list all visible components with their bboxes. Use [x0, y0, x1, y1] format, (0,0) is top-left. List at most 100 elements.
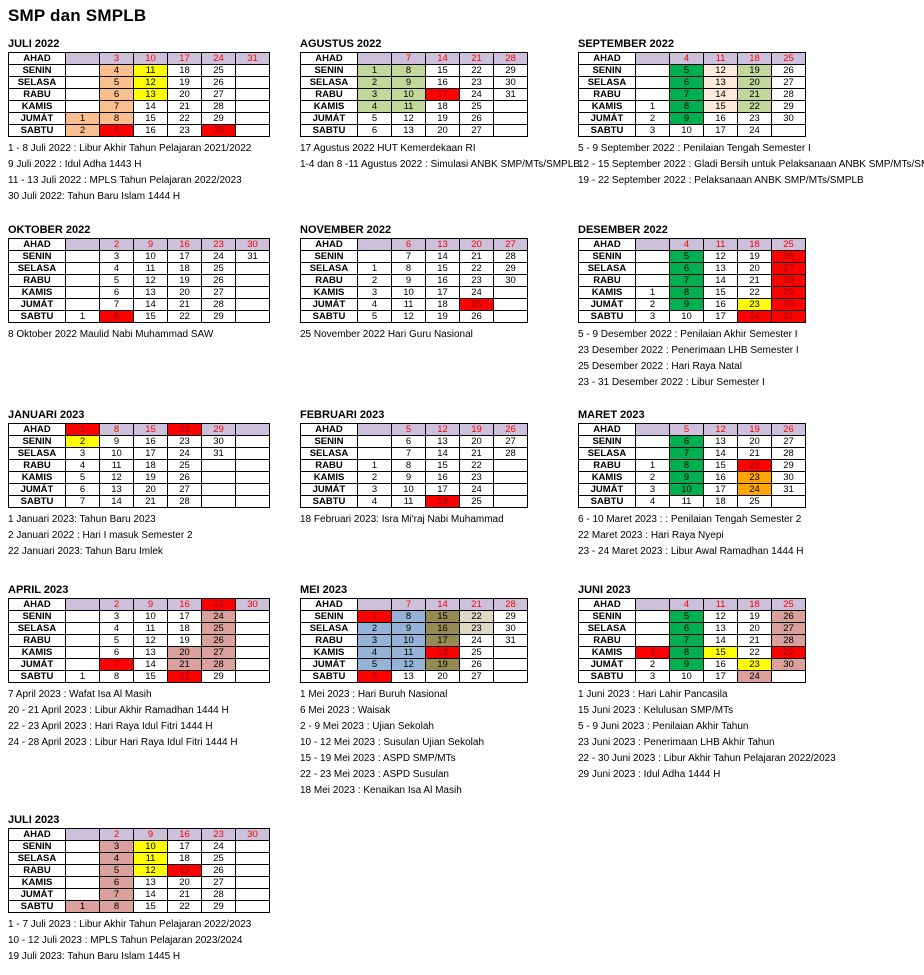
empty-date-cell [357, 52, 392, 65]
date-cell: 25 [737, 495, 772, 508]
weekday-label: SENIN [578, 64, 636, 77]
date-cell: 27 [493, 435, 528, 448]
month-calendar-table: AHAD 4 11 18 25 SENIN 5 12 19 26 SELASA 6 13 20 27 RABU… [578, 238, 806, 323]
date-cell: 29 [201, 900, 236, 913]
date-cell: 1 [357, 610, 392, 623]
date-cell: 19 [167, 864, 202, 877]
weekday-label: SELASA [578, 262, 636, 275]
date-cell: 5 [669, 64, 704, 77]
weekday-label: AHAD [8, 423, 66, 436]
date-cell: 27 [771, 435, 806, 448]
empty-date-cell [635, 64, 670, 77]
date-cell: 8 [391, 64, 426, 77]
date-cell: 7 [65, 495, 100, 508]
date-cell: 29 [493, 610, 528, 623]
date-cell: 24 [459, 483, 494, 496]
date-cell: 7 [669, 634, 704, 647]
weekday-row-jumát: JUMÁT 1 8 15 22 29 [8, 112, 270, 125]
date-cell: 7 [669, 447, 704, 460]
date-cell: 3 [99, 840, 134, 853]
date-cell: 10 [133, 52, 168, 65]
empty-date-cell [493, 658, 528, 671]
date-cell: 20 [737, 76, 772, 89]
month-agustus-2022: AGUSTUS 2022 AHAD 7 14 21 28 SENIN 1 8 15 22 29 SELA… [300, 38, 580, 173]
weekday-row-sabtu: SABTU 7 14 21 28 [8, 495, 270, 508]
date-cell: 12 [703, 610, 738, 623]
month-notes: 5 - 9 September 2022 : Penilaian Tengah … [578, 141, 924, 189]
weekday-row-jumát: JUMÁT 2 9 16 23 30 [578, 112, 806, 125]
date-cell: 26 [493, 423, 528, 436]
empty-date-cell [493, 112, 528, 125]
weekday-row-sabtu: SABTU 1 8 15 22 29 [8, 670, 270, 683]
date-cell: 8 [99, 423, 134, 436]
date-cell: 23 [737, 112, 772, 125]
weekday-label: RABU [8, 634, 66, 647]
note-line: 22 Maret 2023 : Hari Raya Nyepi [578, 530, 724, 541]
month-calendar-table: AHAD 5 12 19 26 SENIN 6 13 20 27 SELASA 7 14 21 28 RABU… [300, 423, 528, 508]
empty-date-cell [635, 238, 670, 251]
date-cell: 19 [459, 423, 494, 436]
weekday-label: SELASA [578, 447, 636, 460]
weekday-row-selasa: SELASA 7 14 21 28 [578, 447, 806, 460]
date-cell: 11 [133, 64, 168, 77]
date-cell: 8 [99, 670, 134, 683]
date-cell: 4 [669, 598, 704, 611]
date-cell: 27 [201, 88, 236, 101]
date-cell: 29 [201, 310, 236, 323]
date-cell: 7 [99, 658, 134, 671]
weekday-label: KAMIS [300, 286, 358, 299]
weekday-row-kamis: KAMIS 1 8 15 22 29 [578, 100, 806, 113]
date-cell: 8 [391, 610, 426, 623]
month-notes: 1 Juni 2023 : Hari Lahir Pancasila 15 Jun… [578, 687, 836, 783]
date-cell: 14 [425, 447, 460, 460]
date-cell: 24 [737, 124, 772, 137]
weekday-label: KAMIS [8, 286, 66, 299]
date-cell: 29 [201, 112, 236, 125]
date-cell: 8 [99, 112, 134, 125]
date-cell: 9 [99, 435, 134, 448]
date-cell: 23 [459, 622, 494, 635]
weekday-row-jumát: JUMÁT 5 12 19 26 [300, 112, 528, 125]
date-cell: 16 [133, 124, 168, 137]
date-cell: 12 [425, 423, 460, 436]
month-notes: 1 Mei 2023 : Hari Buruh Nasional 6 Mei 20… [300, 687, 528, 799]
date-cell: 5 [65, 471, 100, 484]
weekday-label: RABU [578, 459, 636, 472]
date-cell: 18 [167, 262, 202, 275]
weekday-row-jumát: JUMÁT 2 9 16 23 30 [578, 658, 806, 671]
date-cell: 9 [669, 471, 704, 484]
date-cell: 20 [459, 238, 494, 251]
weekday-label: RABU [8, 864, 66, 877]
weekday-row-selasa: SELASA 6 13 20 27 [578, 262, 806, 275]
empty-date-cell [235, 76, 270, 89]
date-cell: 6 [357, 670, 392, 683]
date-cell: 7 [99, 298, 134, 311]
date-cell: 15 [703, 100, 738, 113]
date-cell: 26 [771, 610, 806, 623]
date-cell: 25 [201, 852, 236, 865]
date-cell: 6 [669, 435, 704, 448]
date-cell: 18 [703, 495, 738, 508]
date-cell: 31 [201, 447, 236, 460]
weekday-label: SENIN [300, 435, 358, 448]
date-cell: 2 [65, 124, 100, 137]
weekday-row-ahad: AHAD 3 10 17 24 31 [8, 52, 270, 65]
date-cell: 16 [167, 598, 202, 611]
date-cell: 4 [357, 298, 392, 311]
date-cell: 20 [737, 435, 772, 448]
date-cell: 2 [65, 435, 100, 448]
weekday-row-senin: SENIN 1 8 15 22 29 [300, 610, 528, 623]
date-cell: 7 [669, 274, 704, 287]
date-cell: 6 [669, 262, 704, 275]
date-cell: 12 [703, 250, 738, 263]
empty-date-cell [635, 274, 670, 287]
date-cell: 14 [133, 888, 168, 901]
empty-date-cell [65, 76, 100, 89]
date-cell: 29 [201, 423, 236, 436]
date-cell: 17 [133, 447, 168, 460]
weekday-row-senin: SENIN 3 10 17 24 [8, 840, 270, 853]
date-cell: 25 [459, 298, 494, 311]
empty-date-cell [493, 495, 528, 508]
date-cell: 19 [737, 610, 772, 623]
date-cell: 11 [703, 598, 738, 611]
